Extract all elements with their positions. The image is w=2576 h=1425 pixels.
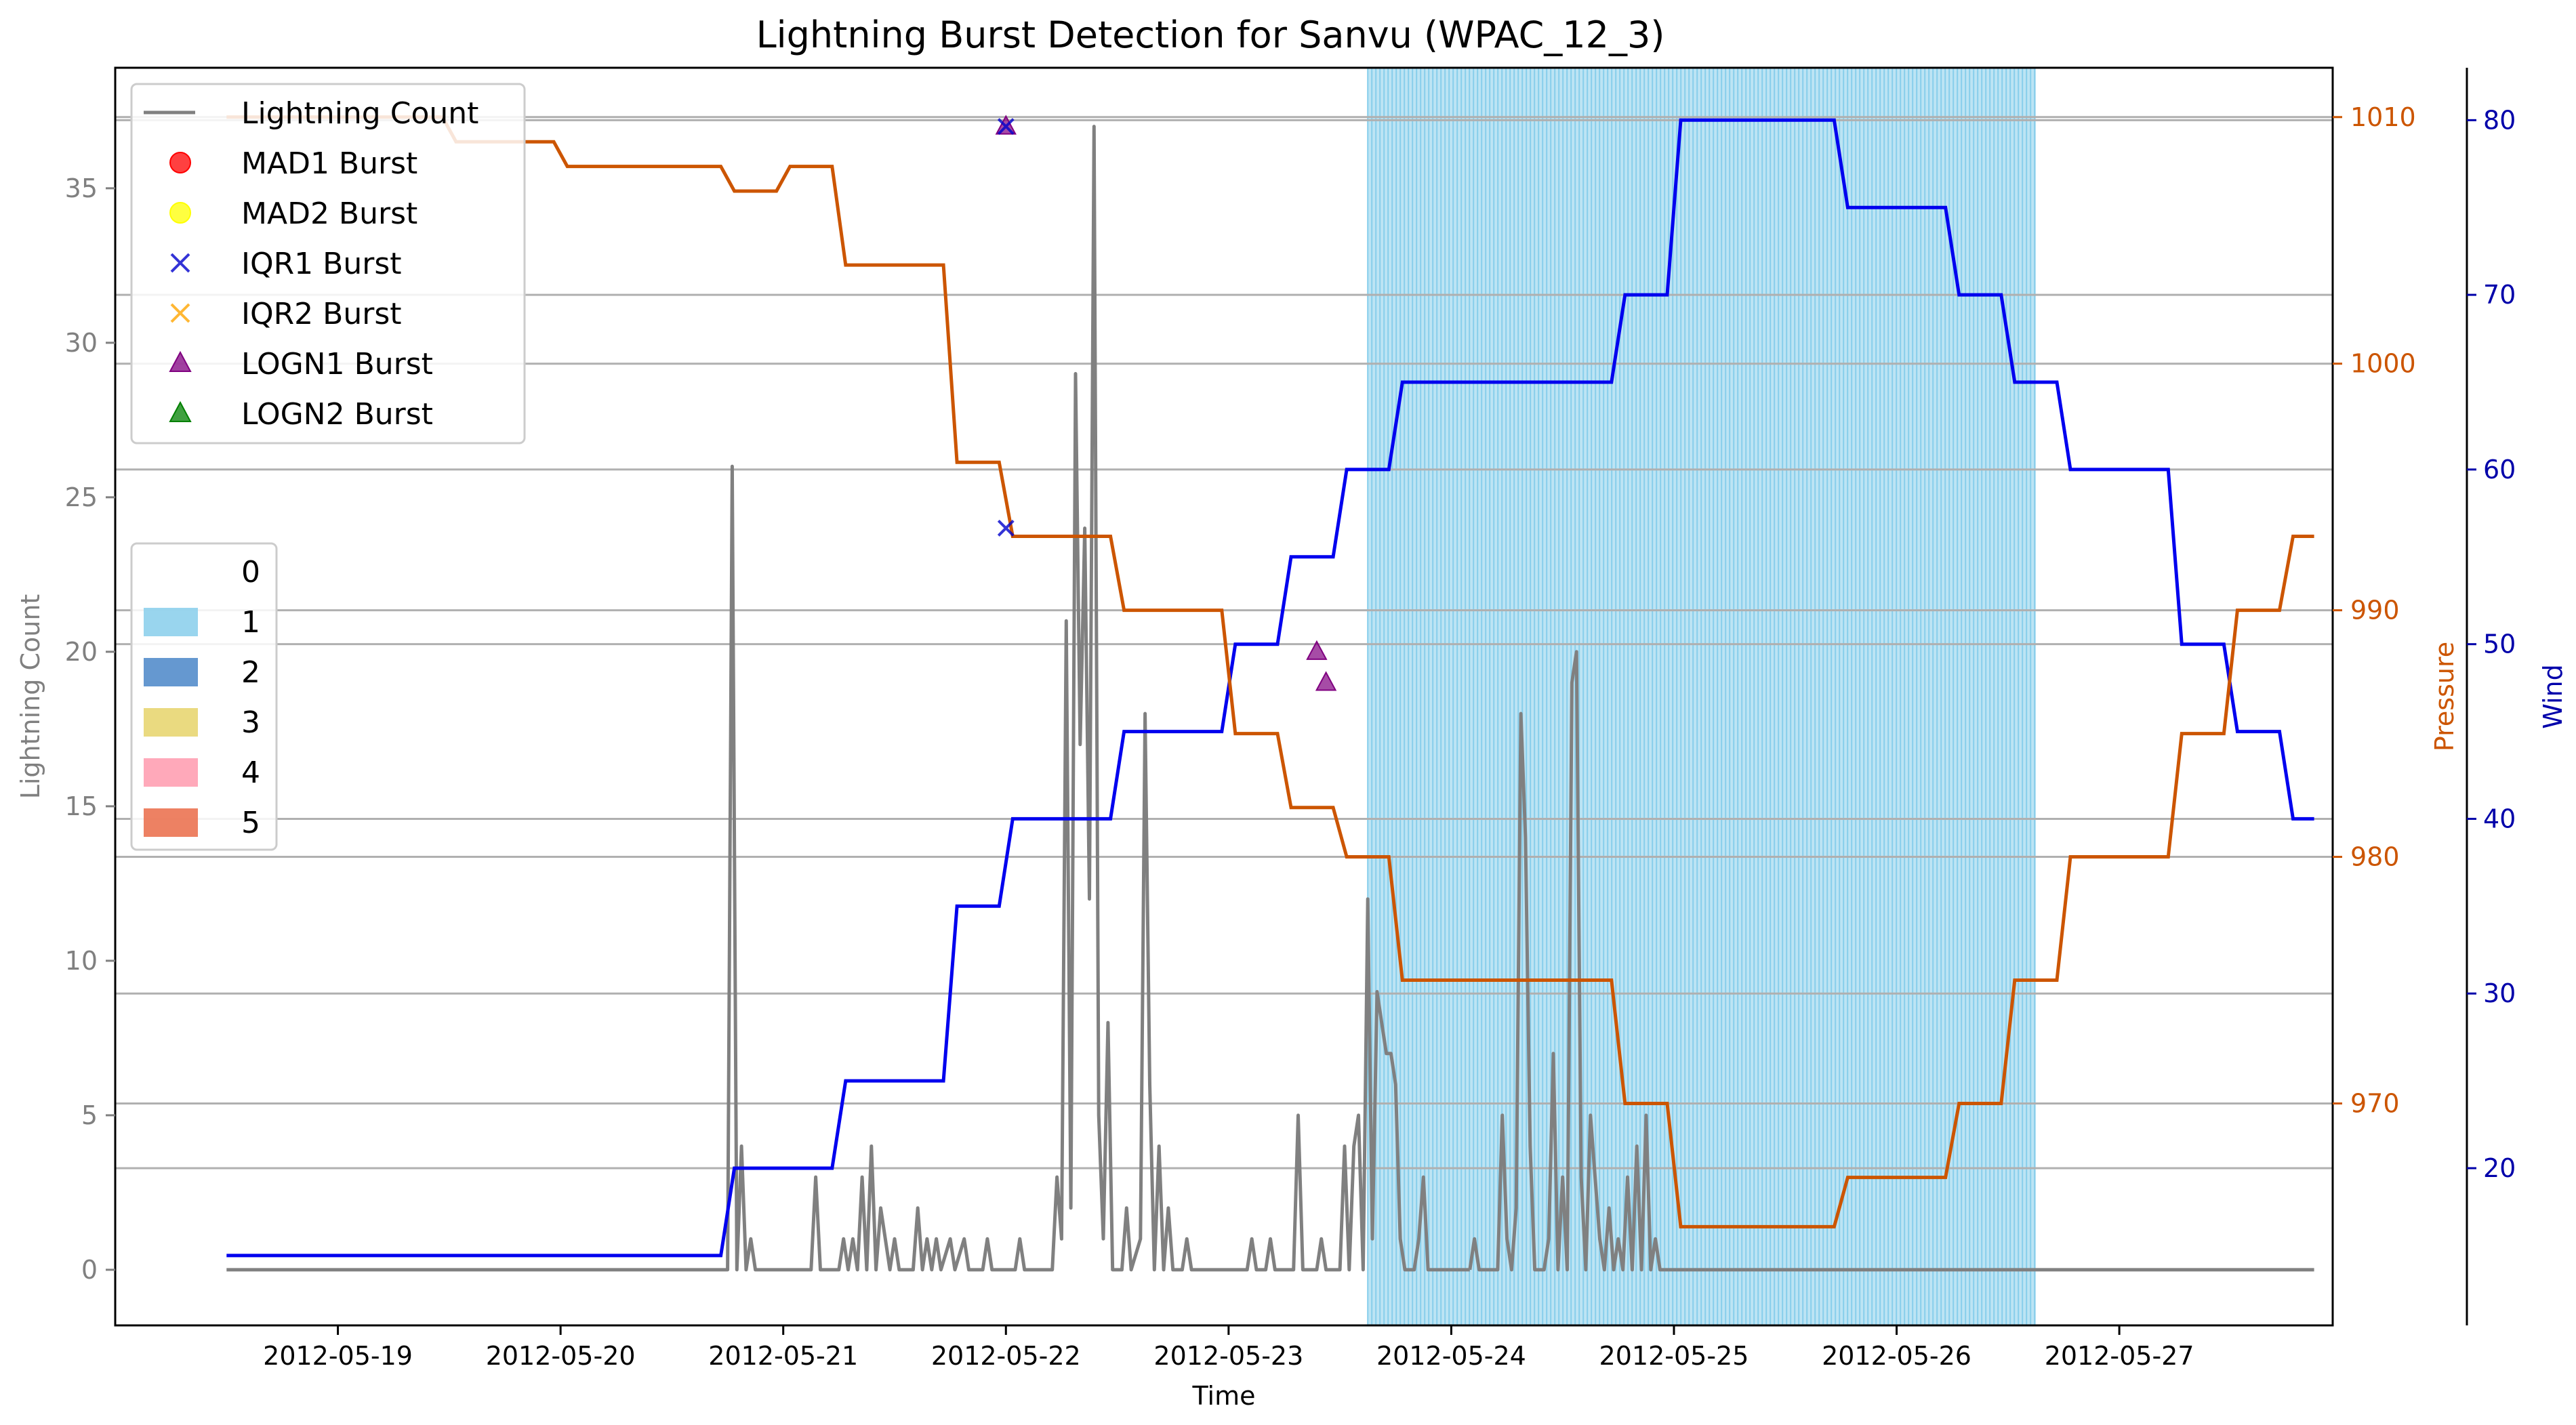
y-axis-pressure: 970 980 990 1000 1010 (2333, 102, 2416, 1118)
legend-category-swatch (144, 558, 198, 586)
legend-marker-triangle (169, 350, 192, 372)
iqr1-burst-marker (997, 520, 1015, 537)
legend-category-label: 5 (241, 806, 260, 840)
logn1-burst-marker (1306, 640, 1328, 660)
y-tick-label: 5 (81, 1100, 98, 1130)
legend-category-swatch (144, 658, 198, 686)
pressure-tick-label: 990 (2350, 596, 2400, 625)
legend-marker-label: Lightning Count (241, 96, 478, 131)
legend-markers-box (130, 83, 526, 445)
x-tick-label: 2012-05-23 (1153, 1341, 1303, 1371)
logn1-burst-marker (1315, 671, 1337, 691)
x-axis: 2012-05-19 2012-05-20 2012-05-21 2012-05-22… (263, 1325, 2194, 1371)
legend-marker-circle (169, 152, 191, 173)
legend-category-swatch (144, 758, 198, 787)
category-span-layer (1367, 68, 2036, 1325)
x-tick-label: 2012-05-25 (1599, 1341, 1749, 1371)
y-axis-label-wind: Wind (2538, 664, 2568, 729)
wind-tick-label: 40 (2483, 804, 2516, 833)
legend-marker-label: IQR1 Burst (241, 247, 402, 281)
legend-marker-circle (169, 202, 191, 224)
x-axis-label: Time (1192, 1381, 1256, 1411)
y-tick-label: 15 (65, 791, 98, 821)
legend-marker-label: MAD1 Burst (241, 146, 417, 181)
pressure-tick-label: 970 (2350, 1088, 2400, 1118)
x-tick-label: 2012-05-21 (708, 1341, 858, 1371)
pressure-layer (226, 115, 2314, 1228)
legend-category-label: 4 (241, 756, 260, 790)
legend-category-label: 2 (241, 655, 260, 690)
pressure-tick-label: 980 (2350, 842, 2400, 872)
wind-line (226, 118, 2314, 1258)
x-tick-label: 2012-05-24 (1376, 1341, 1526, 1371)
y-axis-lightning: 0 5 10 15 20 25 30 35 (65, 173, 115, 1285)
wind-tick-label: 80 (2483, 105, 2516, 135)
lightning-count-line (1468, 650, 2314, 1272)
wind-tick-label: 30 (2483, 978, 2516, 1008)
wind-layer (226, 118, 2314, 1258)
legend-category-swatch (144, 708, 198, 737)
y-tick-label: 35 (65, 173, 98, 203)
lightning-count-line (226, 125, 1470, 1272)
legend-marker-label: IQR2 Burst (241, 297, 402, 331)
pressure-tick-label: 1000 (2350, 349, 2416, 379)
y-tick-label: 20 (65, 637, 98, 667)
x-tick-label: 2012-05-20 (486, 1341, 636, 1371)
legend-categories: 0 1 2 3 4 5 (130, 542, 278, 851)
legend-marker-label: LOGN1 Burst (241, 347, 433, 381)
y-tick-label: 0 (81, 1255, 98, 1285)
y-tick-label: 10 (65, 946, 98, 976)
legend-marker-label: MAD2 Burst (241, 197, 417, 231)
pressure-tick-label: 1010 (2350, 102, 2416, 132)
x-tick-label: 2012-05-27 (2045, 1341, 2194, 1371)
legend-category-label: 1 (241, 605, 260, 640)
x-tick-label: 2012-05-22 (931, 1341, 1081, 1371)
y-axis-label-pressure: Pressure (2430, 642, 2459, 751)
wind-tick-label: 60 (2483, 455, 2516, 484)
legend-category-swatch (144, 608, 198, 636)
wind-tick-label: 20 (2483, 1153, 2516, 1183)
legend-markers: Lightning Count MAD1 Burst MAD2 Burst IQR1 … (130, 83, 526, 445)
legend-category-label: 3 (241, 705, 260, 740)
bursts-layer (995, 115, 1337, 691)
chart-title: Lightning Burst Detection for Sanvu (WPA… (756, 14, 1665, 56)
lightning-layer (226, 125, 2314, 1272)
wind-tick-label: 70 (2483, 280, 2516, 310)
plot-frame (114, 66, 2334, 1327)
y-axis-label-lightning: Lightning Count (16, 594, 45, 800)
wind-tick-label: 50 (2483, 629, 2516, 659)
pressure-line (226, 115, 2314, 1228)
legend-marker-label: LOGN2 Burst (241, 397, 433, 432)
legend-category-label: 0 (241, 555, 260, 590)
x-tick-label: 2012-05-19 (263, 1341, 413, 1371)
y-axis-wind: 20 30 40 50 60 70 80 (2467, 105, 2516, 1183)
legend-category-swatch (144, 808, 198, 837)
legend-marker-x (170, 253, 190, 273)
legend-marker-triangle (169, 400, 192, 422)
y-tick-label: 25 (65, 482, 98, 512)
iqr1-burst-marker (997, 118, 1015, 136)
x-tick-label: 2012-05-26 (1822, 1341, 1971, 1371)
legend-marker-x (170, 303, 190, 323)
y-tick-label: 30 (65, 328, 98, 358)
